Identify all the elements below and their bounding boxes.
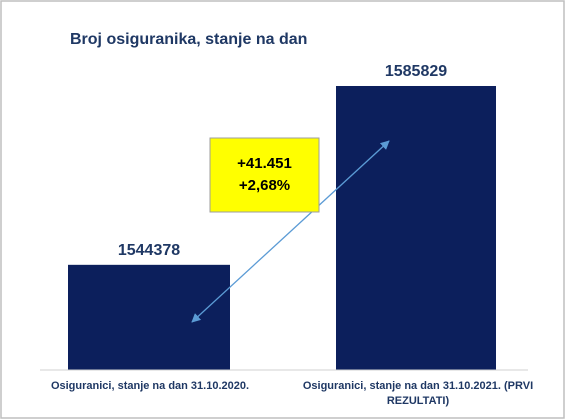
data-labels: 1544378 1585829 [118, 63, 447, 259]
bar-2 [336, 85, 496, 371]
x-tick-label-line: Osiguranici, stanje na dan 31.10.2021. (… [303, 380, 533, 392]
chart-title: Broj osiguranika, stanje na dan [70, 31, 307, 48]
data-label-2: 1585829 [385, 63, 447, 80]
difference-callout-box [209, 137, 320, 213]
bar-1 [68, 264, 230, 370]
x-tick-label-line: REZULTATI) [387, 395, 450, 407]
x-tick-label-line: Osiguranici, stanje na dan 31.10.2020. [51, 380, 249, 392]
x-tick-label-1: Osiguranici, stanje na dan 31.10.2020. [51, 380, 249, 392]
difference-percent: +2,68% [239, 177, 290, 194]
x-axis: Osiguranici, stanje na dan 31.10.2020. Os… [40, 369, 533, 407]
data-label-1: 1544378 [118, 242, 180, 259]
difference-arrow [191, 140, 390, 323]
difference-absolute: +41.451 [237, 155, 292, 172]
difference-callout: +41.451 +2,68% [209, 137, 320, 213]
bars [68, 85, 496, 371]
x-tick-label-2: Osiguranici, stanje na dan 31.10.2021. (… [303, 380, 533, 407]
